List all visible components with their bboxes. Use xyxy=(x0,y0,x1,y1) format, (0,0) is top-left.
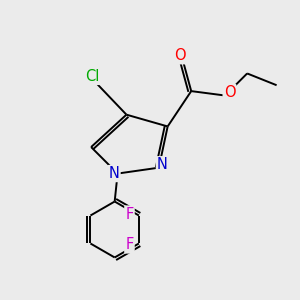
Text: F: F xyxy=(125,238,134,253)
Text: F: F xyxy=(125,206,134,221)
Text: O: O xyxy=(224,85,235,100)
Text: O: O xyxy=(174,48,185,63)
Text: N: N xyxy=(109,166,119,181)
Text: N: N xyxy=(157,157,168,172)
Text: Cl: Cl xyxy=(85,69,100,84)
